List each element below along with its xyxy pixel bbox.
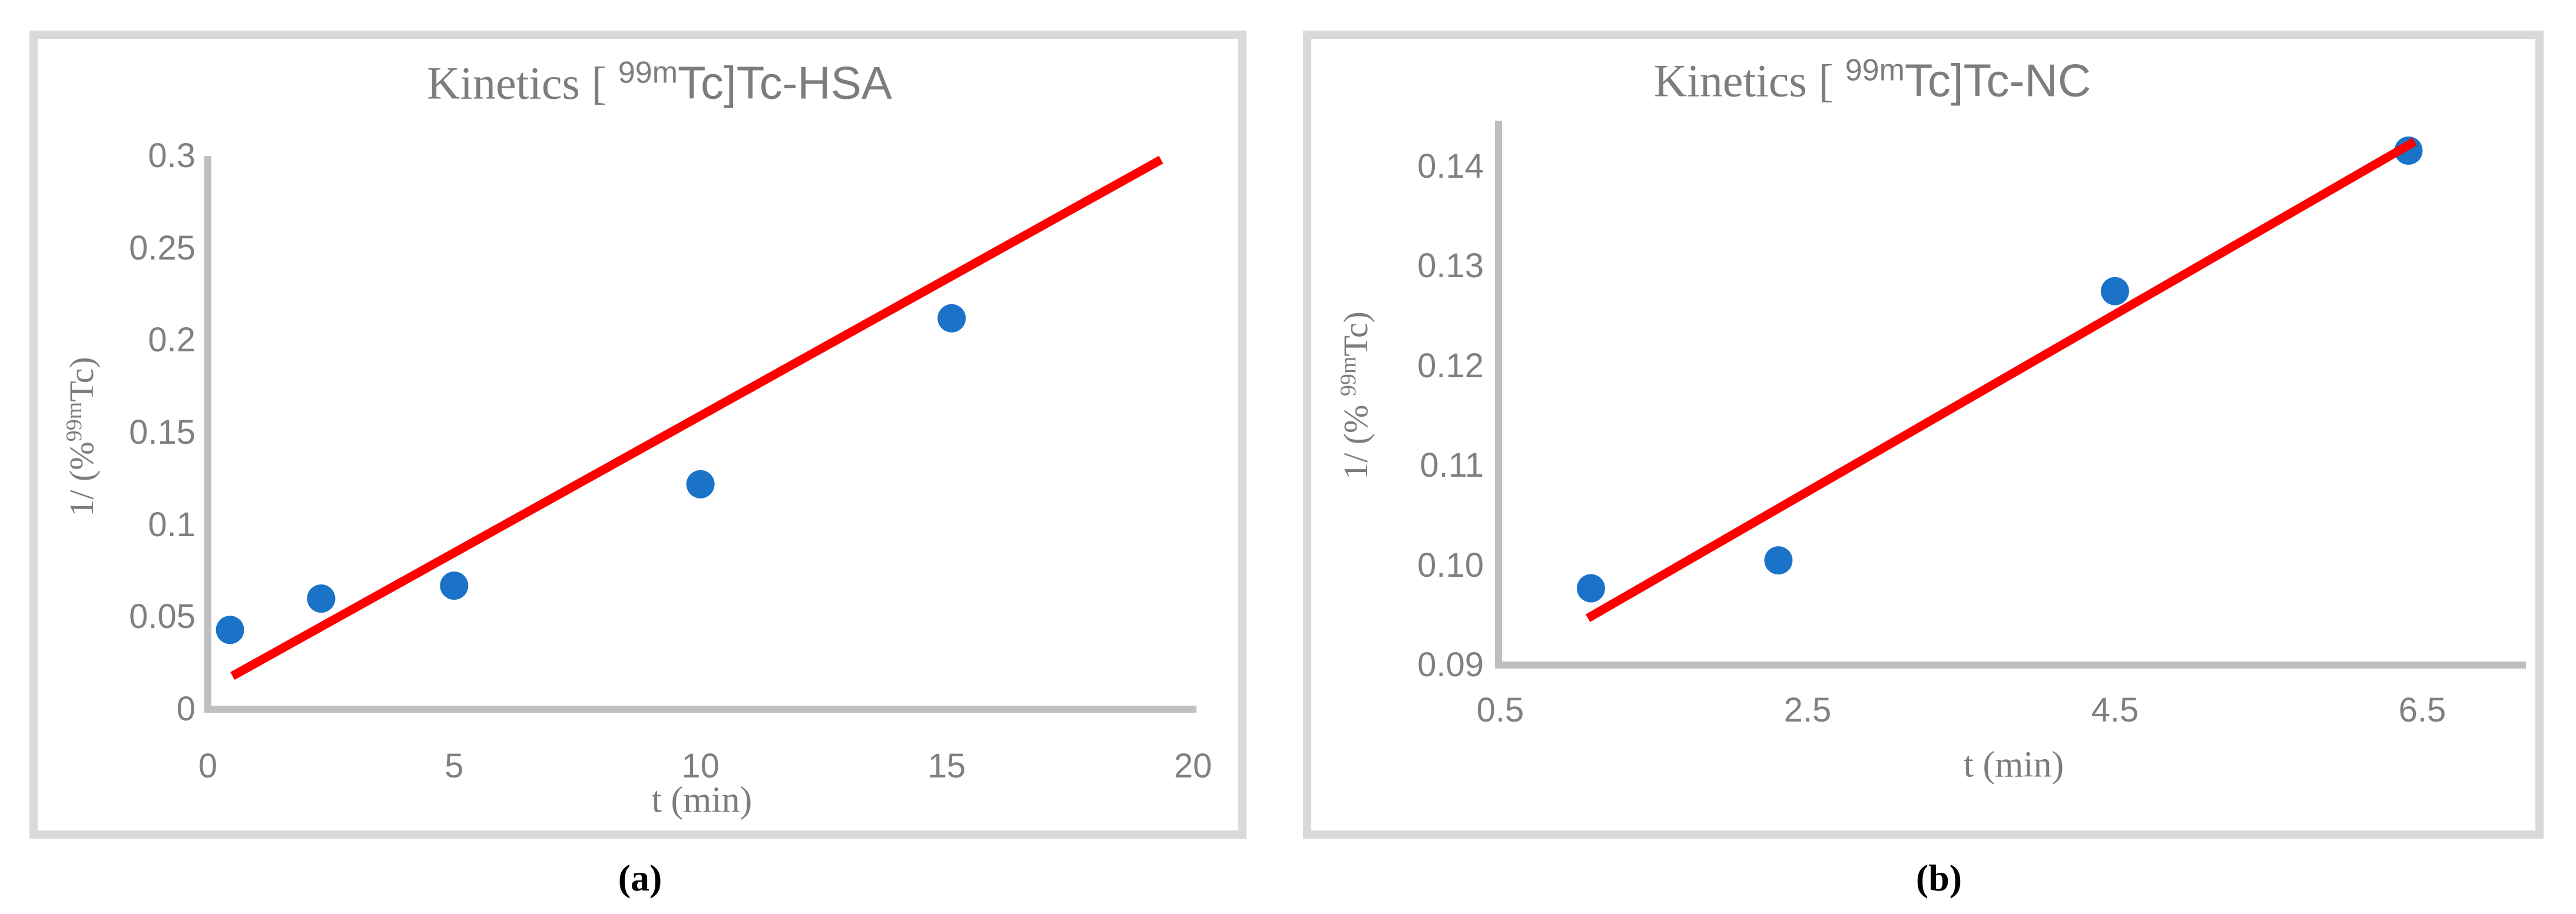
- caption-b: (b): [1915, 857, 1962, 899]
- y-tick-label-a: 0: [176, 690, 195, 728]
- y-tick-label-b: 0.14: [1417, 147, 1484, 185]
- x-tick-label-b: 0.5: [1476, 691, 1524, 729]
- y-tick-label-a: 0.3: [148, 137, 195, 175]
- chart-a-y-title-suffix: Tc): [62, 357, 101, 402]
- x-tick-label-a: 20: [1173, 747, 1212, 785]
- y-tick-label-a: 0.2: [148, 321, 195, 360]
- x-tick-label-b: 4.5: [2091, 691, 2139, 729]
- y-tick-label-b: 0.09: [1417, 646, 1484, 684]
- caption-a: (a): [618, 857, 662, 899]
- chart-a-title: Kinetics [ 99mTc]Tc-HSA: [427, 55, 892, 110]
- x-tick-label-a: 5: [445, 747, 464, 785]
- y-tick-label-b: 0.11: [1420, 446, 1484, 485]
- y-tick-label-a: 0.1: [148, 505, 195, 544]
- chart-a-title-superscript: 99m: [618, 55, 678, 90]
- x-tick-label-a: 0: [198, 747, 218, 785]
- y-tick-label-a: 0.15: [129, 413, 195, 452]
- chart-a-title-suffix: Tc]Tc-HSA: [678, 56, 893, 109]
- chart-b-title-prefix: Kinetics [: [1653, 55, 1845, 107]
- x-tick-label-b: 6.5: [2398, 691, 2446, 729]
- chart-b-title-suffix: Tc]Tc-NC: [1904, 54, 2091, 107]
- y-tick-label-a: 0.25: [129, 228, 195, 267]
- chart-a-x-axis-title: t (min): [651, 780, 752, 820]
- x-tick-label-a: 15: [927, 747, 966, 785]
- chart-b-x-axis-title: t (min): [1963, 745, 2064, 785]
- chart-b-title: Kinetics [ 99mTc]Tc-NC: [1654, 53, 2091, 108]
- x-tick-label-a: 10: [681, 747, 720, 785]
- chart-a-title-prefix: Kinetics [: [426, 57, 618, 109]
- chart-panel-a: [29, 31, 1246, 839]
- y-tick-label-b: 0.10: [1417, 546, 1484, 584]
- chart-b-title-superscript: 99m: [1845, 53, 1905, 88]
- x-tick-label-b: 2.5: [1783, 691, 1832, 729]
- y-tick-label-b: 0.13: [1417, 247, 1484, 285]
- y-tick-label-a: 0.05: [129, 597, 195, 636]
- y-tick-label-b: 0.12: [1417, 346, 1484, 385]
